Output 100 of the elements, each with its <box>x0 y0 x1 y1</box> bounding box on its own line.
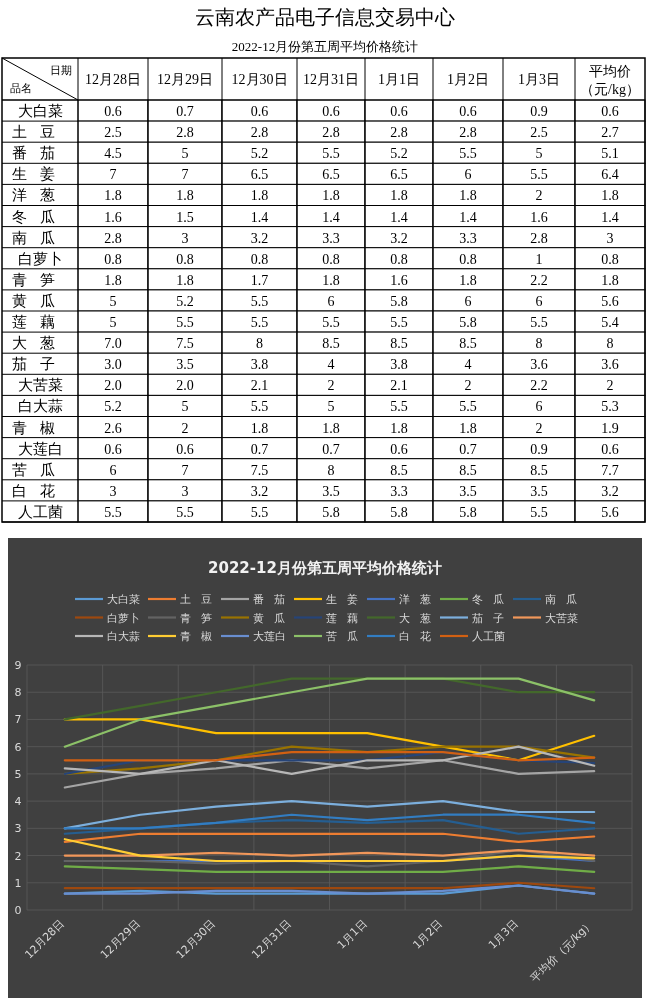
data-label: 6.5 <box>322 167 340 183</box>
legend-label: 白萝卜 <box>107 611 140 625</box>
legend-label: 洋葱 <box>399 593 441 606</box>
data-label: 2.1 <box>250 378 269 394</box>
data-label: 5.8 <box>390 504 408 520</box>
y-tick-label: 莲藕 <box>11 314 69 330</box>
data-label: 2.6 <box>104 420 122 436</box>
y-tick-label: 大苦菜 <box>17 377 63 394</box>
legend-label: 大苦菜 <box>545 611 578 625</box>
data-label: 5 <box>109 315 117 330</box>
text: 品名 <box>10 82 32 94</box>
legend-label: 大莲白 <box>253 630 286 643</box>
data-label: 6.5 <box>250 167 269 183</box>
data-label: 4 <box>327 357 335 373</box>
data-label: 3.5 <box>530 483 548 499</box>
data-label: 0.6 <box>104 441 122 457</box>
data-label: 2.2 <box>530 378 548 394</box>
data-label: 1.8 <box>601 188 619 204</box>
data-label: 3.2 <box>390 230 408 246</box>
data-label: 5.2 <box>250 146 269 162</box>
data-label: 0.6 <box>322 104 340 119</box>
data-label: 1.8 <box>176 188 194 204</box>
data-label: 2 <box>327 378 335 394</box>
data-label: 7.7 <box>601 462 619 478</box>
data-label: 8.5 <box>459 462 477 478</box>
data-label: 7 <box>181 167 189 183</box>
x-tick-label: 1月1日 <box>334 916 370 952</box>
legend-label: 大葱 <box>399 611 441 625</box>
y-tick-label: 9 <box>14 659 22 672</box>
legend-label: 茄子 <box>472 611 514 625</box>
data-label: 3 <box>109 483 117 499</box>
data-label: 0.8 <box>250 251 269 267</box>
data-label: 1.8 <box>322 272 340 288</box>
y-tick-label: 冬瓜 <box>11 208 69 225</box>
data-label: 3 <box>606 230 614 246</box>
data-label: 1.4 <box>601 209 619 225</box>
data-label: 2.8 <box>250 125 269 141</box>
chart-subtitle: 2022-12月份第五周平均价格统计 <box>231 39 419 54</box>
x-tick-label: 12月29日 <box>98 916 143 962</box>
data-label: 1.8 <box>390 188 408 204</box>
data-label: 1.6 <box>390 272 408 288</box>
data-label: 6 <box>464 293 472 309</box>
data-label: 5 <box>327 399 335 415</box>
data-label: 5.2 <box>390 146 408 162</box>
data-label: 5.1 <box>601 146 619 162</box>
legend-label: 白花 <box>399 630 441 643</box>
legend-label: 青椒 <box>180 630 222 643</box>
data-label: 0.6 <box>601 441 619 457</box>
data-label: 2 <box>464 378 472 394</box>
data-label: 3.6 <box>530 357 548 373</box>
data-label: 2.7 <box>601 125 619 141</box>
x-tick-label: 12月28日 <box>22 916 67 962</box>
data-label: 6 <box>109 462 117 478</box>
data-label: 5.5 <box>250 399 269 415</box>
data-label: 0.8 <box>322 251 340 267</box>
y-tick-label: 白萝卜 <box>17 250 63 267</box>
x-tick-label: 1月1日 <box>378 72 420 87</box>
data-label: 2 <box>606 378 614 394</box>
data-label: 8 <box>535 336 543 352</box>
data-label: 0.7 <box>322 441 340 457</box>
data-label: 1.8 <box>459 272 477 288</box>
data-label: 5.5 <box>176 315 194 330</box>
data-label: 5.8 <box>322 504 340 520</box>
data-label: 0.8 <box>104 251 122 267</box>
data-label: 0.7 <box>250 441 269 457</box>
y-tick-label: 2 <box>14 849 22 863</box>
data-label: 5 <box>181 399 189 415</box>
data-label: 6 <box>535 399 543 415</box>
data-label: 7.5 <box>176 336 194 352</box>
data-label: 1.8 <box>601 272 619 288</box>
data-label: 5 <box>109 293 117 309</box>
x-tick-label: 12月30日 <box>173 916 219 962</box>
y-tick-label: 黄瓜 <box>11 292 69 309</box>
data-label: 1.8 <box>176 272 194 288</box>
data-label: 5.8 <box>459 504 477 520</box>
data-label: 0.6 <box>459 104 477 119</box>
data-label: 5.3 <box>601 399 619 415</box>
data-label: 0.7 <box>176 104 194 119</box>
data-label: 5.4 <box>601 315 619 330</box>
data-label: 3 <box>181 483 189 499</box>
x-tick-label: 12月30日 <box>231 72 288 87</box>
y-tick-label: 白花 <box>11 482 69 499</box>
y-tick-label: 青笋 <box>11 271 69 288</box>
data-label: 5.6 <box>601 293 619 309</box>
y-tick-label: 1 <box>14 876 22 890</box>
data-label: 5.5 <box>530 504 548 520</box>
data-label: 8.5 <box>390 336 408 352</box>
data-label: 2.8 <box>530 230 548 246</box>
legend-label: 南瓜 <box>545 593 587 606</box>
chart-title: 云南农产品电子信息交易中心 <box>195 6 455 28</box>
legend-label: 番茄 <box>253 593 295 606</box>
data-label: 2.8 <box>104 230 122 246</box>
data-label: 2.8 <box>322 125 340 141</box>
data-label: 8 <box>327 462 335 478</box>
data-label: 5.5 <box>250 504 269 520</box>
data-label: 1.8 <box>104 272 122 288</box>
y-tick-label: 番茄 <box>11 145 69 162</box>
y-tick-label: 茄子 <box>11 356 69 373</box>
x-tick-label: 1月3日 <box>486 916 521 952</box>
data-label: 3.3 <box>390 483 408 499</box>
